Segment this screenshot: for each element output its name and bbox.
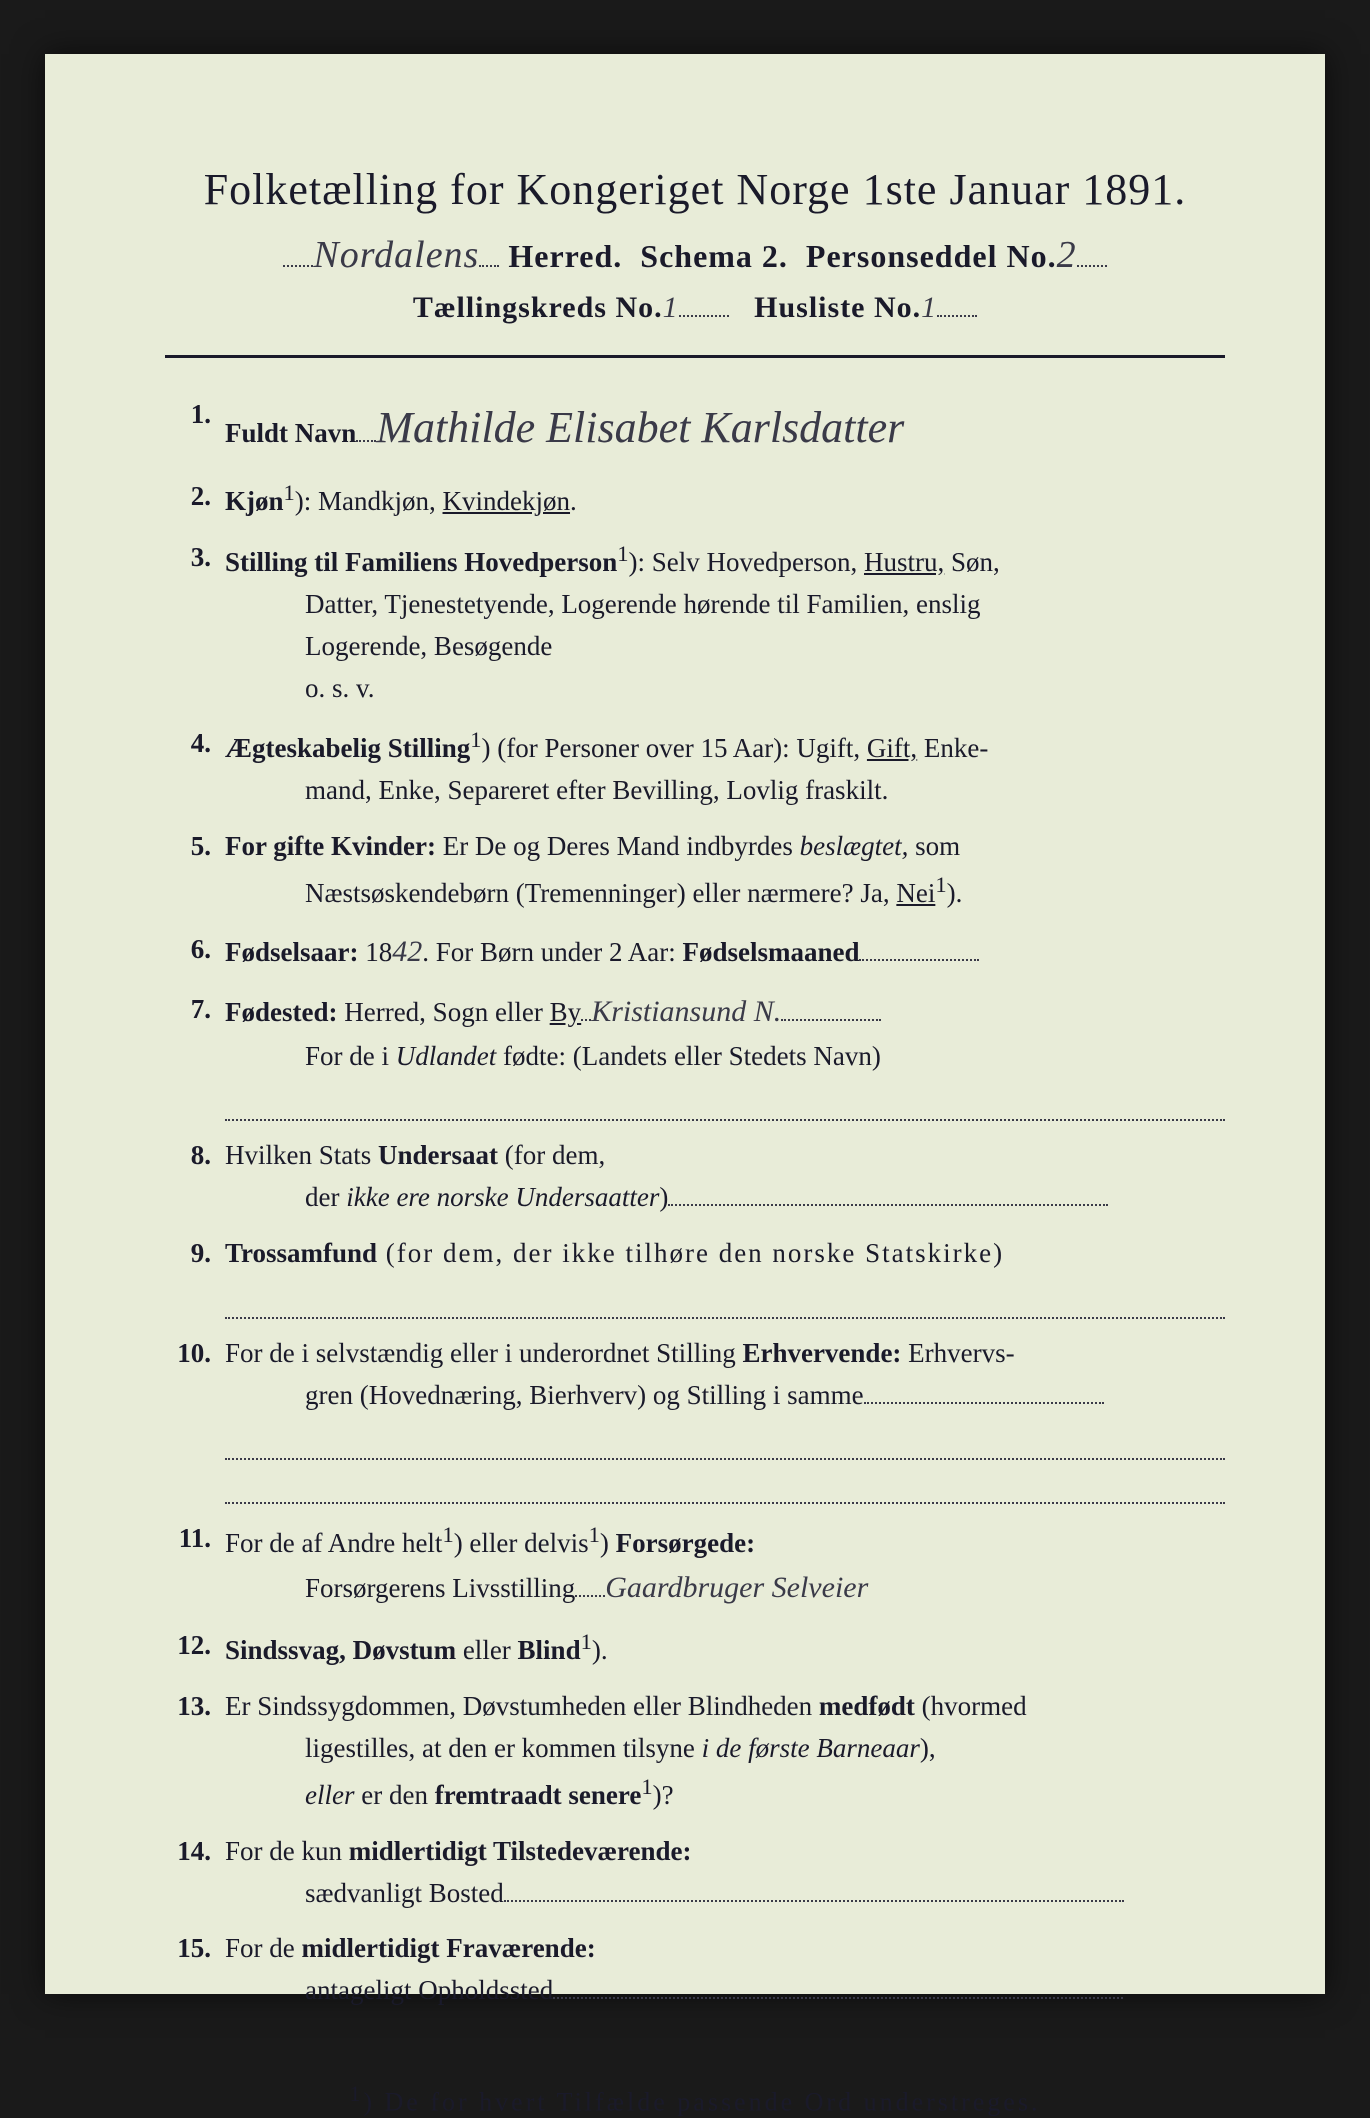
q10: 10. For de i selvstændig eller i underor…: [165, 1333, 1225, 1504]
q12-num: 12.: [165, 1625, 225, 1672]
q3-hustru: Hustru,: [864, 547, 944, 577]
q3: 3. Stilling til Familiens Hovedperson1):…: [165, 537, 1225, 709]
q2-underlined: Kvindekjøn: [443, 486, 571, 516]
q7-body: Fødested: Herred, Sogn eller ByKristians…: [225, 989, 1225, 1121]
q11-body: For de af Andre helt1) eller delvis1) Fo…: [225, 1518, 1225, 1611]
q10-num: 10.: [165, 1333, 225, 1504]
q2: 2. Kjøn1): Mandkjøn, Kvindekjøn.: [165, 476, 1225, 523]
q6-label: Fødselsaar:: [225, 937, 358, 967]
q2-text: ): Mandkjøn,: [295, 486, 443, 516]
dots: [679, 315, 729, 317]
question-list: 1. Fuldt Navn Mathilde Elisabet Karlsdatt…: [165, 394, 1225, 2012]
q6: 6. Fødselsaar: 1842. For Børn under 2 Aa…: [165, 929, 1225, 976]
q5: 5. For gifte Kvinder: Er De og Deres Man…: [165, 826, 1225, 915]
census-form-page: Folketælling for Kongeriget Norge 1ste J…: [45, 54, 1325, 1994]
dots: [283, 265, 313, 267]
q5-nei: Nei: [896, 878, 935, 908]
q9-label: Trossamfund: [225, 1238, 377, 1268]
q1-body: Fuldt Navn Mathilde Elisabet Karlsdatter: [225, 394, 1225, 462]
q4-body: Ægteskabelig Stilling1) (for Personer ov…: [225, 723, 1225, 812]
q13-num: 13.: [165, 1686, 225, 1817]
dotted-line: [225, 1466, 1225, 1504]
q10-body: For de i selvstændig eller i underordnet…: [225, 1333, 1225, 1504]
q8-num: 8.: [165, 1135, 225, 1219]
q9-num: 9.: [165, 1233, 225, 1319]
q15: 15. For de midlertidigt Fraværende: anta…: [165, 1928, 1225, 2012]
q7-num: 7.: [165, 989, 225, 1121]
personseddel-label: Personseddel No.: [806, 238, 1057, 274]
q1-handwritten: Mathilde Elisabet Karlsdatter: [376, 394, 904, 462]
q9: 9. Trossamfund (for dem, der ikke tilhør…: [165, 1233, 1225, 1319]
q14-body: For de kun midlertidigt Tilstedeværende:…: [225, 1831, 1225, 1915]
q3-body: Stilling til Familiens Hovedperson1): Se…: [225, 537, 1225, 709]
q14: 14. For de kun midlertidigt Tilstedevære…: [165, 1831, 1225, 1915]
q8: 8. Hvilken Stats Undersaat (for dem, der…: [165, 1135, 1225, 1219]
q3-num: 3.: [165, 537, 225, 709]
q4-label: Ægteskabelig Stilling: [225, 733, 470, 763]
q2-body: Kjøn1): Mandkjøn, Kvindekjøn.: [225, 476, 1225, 523]
q7-by: By: [550, 997, 582, 1027]
q3-label: Stilling til Familiens Hovedperson: [225, 547, 617, 577]
q6-year-hw: 42: [392, 935, 422, 968]
tkreds-label: Tællingskreds No.: [413, 291, 663, 324]
q2-label: Kjøn: [225, 486, 284, 516]
header-line-2: Tællingskreds No.1 Husliste No.1: [165, 291, 1225, 325]
q15-body: For de midlertidigt Fraværende: antageli…: [225, 1928, 1225, 2012]
dotted-line: [225, 1084, 1225, 1122]
dotted-line: [225, 1422, 1225, 1460]
q11-provider-hw: Gaardbruger Selveier: [605, 1571, 868, 1604]
q6-num: 6.: [165, 929, 225, 976]
schema-label: Schema 2.: [640, 238, 788, 274]
q12: 12. Sindssvag, Døvstum eller Blind1).: [165, 1625, 1225, 1672]
q15-num: 15.: [165, 1928, 225, 2012]
q12-body: Sindssvag, Døvstum eller Blind1).: [225, 1625, 1225, 1672]
herred-handwritten: Nordalens: [313, 233, 479, 277]
q7-birthplace-hw: Kristiansund N.: [591, 995, 781, 1028]
q4: 4. Ægteskabelig Stilling1) (for Personer…: [165, 723, 1225, 812]
q6-body: Fødselsaar: 1842. For Børn under 2 Aar: …: [225, 929, 1225, 976]
q5-body: For gifte Kvinder: Er De og Deres Mand i…: [225, 826, 1225, 915]
dots: [1077, 265, 1107, 267]
dotted-line: [225, 1281, 1225, 1319]
q11: 11. For de af Andre helt1) eller delvis1…: [165, 1518, 1225, 1611]
q5-num: 5.: [165, 826, 225, 915]
dots: [937, 315, 977, 317]
q7: 7. Fødested: Herred, Sogn eller ByKristi…: [165, 989, 1225, 1121]
q1-num: 1.: [165, 394, 225, 462]
husliste-no-hw: 1: [921, 291, 937, 324]
tkreds-no-hw: 1: [663, 291, 679, 324]
q11-num: 11.: [165, 1518, 225, 1611]
page-title: Folketælling for Kongeriget Norge 1ste J…: [165, 164, 1225, 215]
q4-gift: Gift,: [867, 733, 917, 763]
footnote-sup: 1: [350, 2082, 364, 2106]
q2-sup: 1: [284, 480, 295, 505]
q7-label: Fødested:: [225, 997, 337, 1027]
q8-body: Hvilken Stats Undersaat (for dem, der ik…: [225, 1135, 1225, 1219]
q1: 1. Fuldt Navn Mathilde Elisabet Karlsdatt…: [165, 394, 1225, 462]
husliste-label: Husliste No.: [754, 291, 921, 324]
q4-num: 4.: [165, 723, 225, 812]
q5-label: For gifte Kvinder:: [225, 831, 436, 861]
header-line-1: Nordalens Herred. Schema 2. Personseddel…: [165, 233, 1225, 277]
divider: [165, 355, 1225, 358]
q14-num: 14.: [165, 1831, 225, 1915]
q13: 13. Er Sindssygdommen, Døvstumheden elle…: [165, 1686, 1225, 1817]
herred-label: Herred.: [508, 238, 622, 274]
q2-num: 2.: [165, 476, 225, 523]
q1-label: Fuldt Navn: [225, 418, 356, 448]
footnote-text: ) De for hvert Tilfælde passende Ord und…: [363, 2088, 1040, 2117]
footnote: 1) De for hvert Tilfælde passende Ord un…: [165, 2082, 1225, 2118]
personseddel-no-hw: 2: [1057, 233, 1077, 277]
q9-body: Trossamfund (for dem, der ikke tilhøre d…: [225, 1233, 1225, 1319]
q13-body: Er Sindssygdommen, Døvstumheden eller Bl…: [225, 1686, 1225, 1817]
dots: [479, 265, 499, 267]
